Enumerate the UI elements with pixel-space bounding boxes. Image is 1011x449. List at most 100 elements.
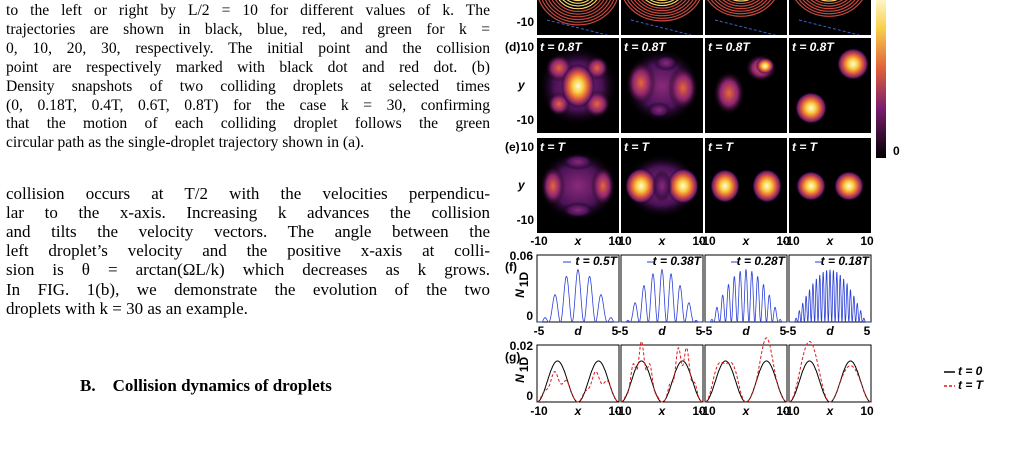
text-line: lar to the x-axis. Increasing k advances…: [6, 203, 490, 223]
x-axis-label: x: [826, 404, 835, 418]
density-panel: [537, 0, 619, 35]
density-ring: [554, 0, 602, 12]
density-ring: [645, 0, 679, 7]
density-blob: [837, 48, 869, 80]
density-curve: [621, 268, 703, 323]
x-tick-label: -10: [530, 234, 548, 248]
density-ring: [802, 0, 856, 12]
density-blob: [647, 102, 671, 118]
x-tick-label: 10: [776, 404, 790, 418]
x-tick-label: -10: [782, 234, 800, 248]
x-axis-label: d: [826, 324, 834, 338]
x-tick-label: -10: [614, 404, 632, 418]
text-line: trajectories are shown in black, blue, r…: [6, 20, 490, 38]
x-axis-label: x: [574, 404, 583, 418]
density-ring: [627, 0, 697, 19]
text-line: left droplet’s velocity and the positive…: [6, 241, 490, 261]
x-tick-label: 5: [612, 324, 619, 338]
plot-frame: [536, 254, 620, 323]
density-curve: [705, 268, 787, 323]
density-ring: [633, 0, 691, 14]
density-panel: [705, 138, 787, 233]
density-panel: [621, 0, 703, 35]
row-label: (e): [505, 140, 520, 154]
time-label: t = T: [708, 140, 735, 154]
density-ring: [820, 0, 838, 2]
density-ring: [707, 0, 775, 17]
text-line: Density snapshots of two colliding dropl…: [6, 77, 490, 95]
text-line: 0, 10, 20, 30, respectively. The initial…: [6, 39, 490, 57]
final-curve: [621, 340, 703, 403]
density-ring: [722, 0, 760, 7]
density-blob: [562, 202, 594, 218]
x-tick-label: 10: [692, 404, 706, 418]
density-ring: [649, 0, 675, 4]
time-label: t = 0.8T: [708, 40, 751, 54]
text-line: point are respectively marked with black…: [6, 58, 490, 76]
density-panel: [789, 138, 871, 233]
final-curve: [537, 371, 619, 403]
density-ring: [718, 0, 764, 10]
section-heading: B. Collision dynamics of droplets: [80, 376, 332, 395]
x-axis-label: x: [742, 234, 751, 248]
panel-background: [789, 0, 871, 35]
density-blob: [625, 168, 657, 204]
time-label: t = 0.8T: [540, 40, 583, 54]
row-label: (d): [505, 40, 520, 54]
density-blob: [652, 170, 672, 202]
x-tick-label: 5: [780, 324, 787, 338]
density-blob: [654, 55, 678, 71]
legend-label: t = T: [958, 378, 985, 392]
x-tick-label: -5: [786, 324, 797, 338]
plot-frame: [788, 344, 872, 403]
legend-label: t = 0.5T: [575, 254, 618, 268]
x-tick-label: 10: [692, 234, 706, 248]
density-ring: [814, 0, 844, 5]
density-blob: [713, 71, 745, 115]
x-axis-label: x: [574, 234, 583, 248]
y-axis-label-sub: 1D: [517, 356, 531, 372]
density-ring: [541, 0, 615, 23]
x-tick-label: -5: [702, 324, 713, 338]
density-panel: [621, 38, 703, 133]
density-panel: [705, 0, 787, 35]
density-blob: [541, 166, 565, 206]
x-tick-label: 10: [860, 404, 874, 418]
density-panel: [537, 138, 619, 233]
text-line: and tilts the velocity vectors. The angl…: [6, 222, 490, 242]
initial-curve: [705, 360, 787, 403]
y-tick-label: 10: [521, 140, 535, 154]
y-tick-label: -10: [517, 15, 535, 29]
x-axis-label: d: [658, 324, 666, 338]
density-ring: [637, 0, 687, 12]
plot-frame: [704, 254, 788, 323]
density-ring: [548, 0, 608, 18]
legend-label: t = 0: [958, 364, 983, 378]
x-axis-label: x: [658, 404, 667, 418]
time-label: t = T: [540, 140, 567, 154]
density-ring: [558, 0, 598, 10]
density-blob: [795, 92, 827, 124]
density-ring: [714, 0, 768, 12]
density-blob: [561, 64, 595, 108]
x-tick-label: 5: [864, 324, 871, 338]
time-label: t = T: [792, 140, 819, 154]
density-blob: [834, 171, 864, 201]
y-tick-label: 0: [526, 309, 533, 323]
density-curve: [537, 269, 619, 323]
density-panel: [789, 0, 871, 35]
density-ring: [566, 0, 590, 4]
trajectory: [714, 19, 776, 35]
density-ring: [551, 0, 605, 15]
density-ring: [538, 0, 618, 26]
density-ring: [630, 0, 694, 17]
density-blob: [710, 169, 740, 203]
density-blob: [756, 58, 774, 74]
time-label: t = 0.8T: [792, 40, 835, 54]
x-tick-label: 10: [608, 404, 622, 418]
x-axis-label: x: [826, 234, 835, 248]
density-panel: [789, 38, 871, 133]
text-line: circular path as the single-droplet traj…: [6, 134, 365, 152]
density-curve: [789, 269, 871, 323]
